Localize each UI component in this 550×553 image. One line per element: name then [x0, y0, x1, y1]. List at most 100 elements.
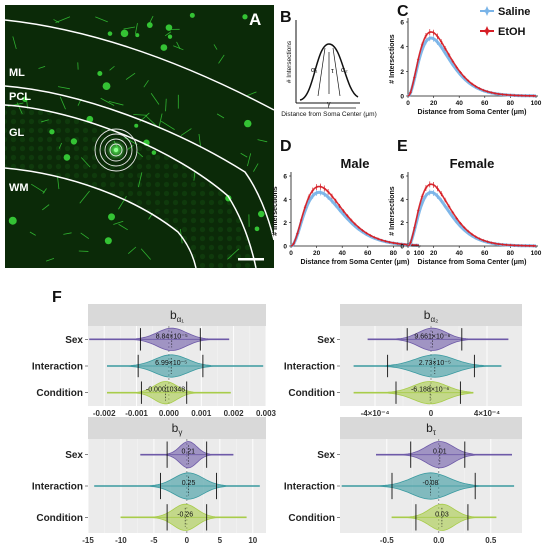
- x-tick-label: 10: [248, 536, 257, 545]
- panel-a-letter: A: [249, 10, 261, 29]
- x-tick-label: 0.5: [485, 536, 497, 545]
- glia-cell-body: [49, 129, 54, 134]
- mean-value-label: 9.661×10⁻⁶: [414, 333, 450, 340]
- glia-cell-body: [103, 82, 111, 90]
- y-category-label: Condition: [36, 513, 83, 524]
- glia-cell-body: [166, 24, 173, 31]
- mean-value-label: 8.84×10⁻⁵: [156, 333, 188, 340]
- glia-cell-body: [64, 154, 71, 161]
- sholl-xlabel: Distance from Soma Center (μm): [418, 109, 527, 116]
- sholl-x-tick-label: 40: [456, 250, 464, 257]
- glia-cell-body: [135, 33, 139, 37]
- x-tick-label: 0: [429, 409, 434, 418]
- schematic-gamma-label: γ: [327, 101, 331, 108]
- panel-d-letter: D: [280, 138, 292, 155]
- x-tick-label: -0.002: [93, 409, 116, 418]
- sholl-x-tick-label: 100: [531, 250, 542, 257]
- sholl-y-tick-label: 0: [400, 94, 404, 101]
- mean-value-label: 0.01: [433, 449, 447, 456]
- glia-cell-body: [121, 30, 129, 38]
- schematic-tau-label: τ: [331, 68, 334, 75]
- sholl-x-tick-label: 80: [507, 250, 515, 257]
- sholl-x-tick-label: 20: [430, 250, 438, 257]
- sholl-y-tick-label: 2: [400, 69, 404, 76]
- y-category-label: Condition: [36, 388, 83, 399]
- sholl-y-tick-label: 4: [400, 44, 404, 51]
- y-category-label: Sex: [317, 335, 335, 346]
- x-tick-label: -5: [150, 536, 158, 545]
- glia-cell-body: [258, 211, 264, 217]
- sholl-ylabel: # Intersections: [389, 34, 396, 84]
- x-tick-label: 0.000: [159, 409, 180, 418]
- sholl-y-tick-label: 2: [283, 220, 287, 227]
- layer-label-pcl: PCL: [9, 91, 31, 103]
- glia-cell-body: [161, 44, 168, 51]
- x-tick-label: -15: [82, 536, 94, 545]
- panel-b-letter: B: [280, 9, 292, 26]
- sholl-y-tick-label: 6: [400, 20, 404, 27]
- panel-e-letter: E: [397, 138, 408, 155]
- sholl-y-tick-label: 2: [400, 220, 404, 227]
- mean-value-label: 0.21: [181, 449, 195, 456]
- schematic-a2-label: α₂: [341, 67, 348, 74]
- sholl-y-tick-label: 4: [400, 197, 404, 204]
- x-tick-label: 0.002: [224, 409, 245, 418]
- x-tick-label: 0: [185, 536, 190, 545]
- glia-cell-body: [242, 14, 247, 19]
- y-category-label: Interaction: [32, 362, 83, 373]
- sholl-x-tick-label: 80: [390, 250, 398, 257]
- sholl-ylabel: # Intersections: [389, 186, 396, 236]
- sholl-x-tick-label: 60: [481, 250, 489, 257]
- layer-label-ml: ML: [9, 67, 25, 79]
- mean-value-label: 6.99×10⁻⁵: [155, 360, 187, 367]
- x-tick-label: 5: [218, 536, 223, 545]
- glia-cell-body: [190, 13, 195, 18]
- legend-saline-label: Saline: [498, 6, 530, 18]
- schematic-ylabel: # Intersections: [286, 40, 293, 83]
- x-tick-label: -4×10⁻⁴: [361, 409, 390, 418]
- glia-cell-body: [134, 124, 138, 128]
- glia-cell-body: [108, 31, 113, 36]
- panel-b-schematic: B # Intersections Distance from Soma Cen…: [280, 9, 377, 118]
- glia-cell-body: [108, 213, 115, 220]
- sholl-x-tick-label: 0: [406, 250, 410, 257]
- mean-value-label: 2.73×10⁻⁵: [419, 360, 451, 367]
- y-category-label: Condition: [288, 513, 335, 524]
- x-tick-label: -10: [115, 536, 127, 545]
- sholl-series-saline: [408, 38, 536, 96]
- glia-cell-body: [244, 120, 251, 127]
- sholl-x-tick-label: 100: [414, 250, 425, 257]
- panel-a-micrograph: ML PCL GL WM A: [5, 5, 274, 268]
- sholl-ylabel: # Intersections: [272, 186, 279, 236]
- sholl-y-tick-label: 6: [400, 174, 404, 181]
- sholl-y-tick-label: 0: [400, 244, 404, 251]
- glia-cell-body: [105, 237, 112, 244]
- sholl-xlabel: Distance from Soma Center (μm): [301, 259, 410, 266]
- mean-value-label: -0.26: [177, 511, 193, 518]
- glia-cell-body: [9, 217, 17, 225]
- y-category-label: Interaction: [32, 482, 83, 493]
- glia-cell-body: [255, 226, 260, 231]
- sholl-y-tick-label: 0: [283, 244, 287, 251]
- sholl-panel-title: Female: [450, 156, 495, 171]
- x-tick-label: -0.5: [380, 536, 394, 545]
- y-category-label: Sex: [317, 450, 335, 461]
- sholl-legend: Saline EtOH: [480, 6, 530, 38]
- sholl-x-tick-label: 40: [456, 100, 464, 107]
- sholl-series-saline: [408, 192, 536, 246]
- sholl-x-tick-label: 80: [507, 100, 515, 107]
- sholl-x-tick-label: 100: [531, 100, 542, 107]
- y-category-label: Interaction: [284, 482, 335, 493]
- glia-cell-body: [97, 71, 102, 76]
- mean-value-label: 0.03: [435, 511, 449, 518]
- sholl-x-tick-label: 60: [364, 250, 372, 257]
- legend-saline-marker: [482, 6, 492, 16]
- layer-label-wm: WM: [9, 182, 29, 194]
- sholl-x-tick-label: 20: [430, 100, 438, 107]
- glia-cell-body: [147, 22, 153, 28]
